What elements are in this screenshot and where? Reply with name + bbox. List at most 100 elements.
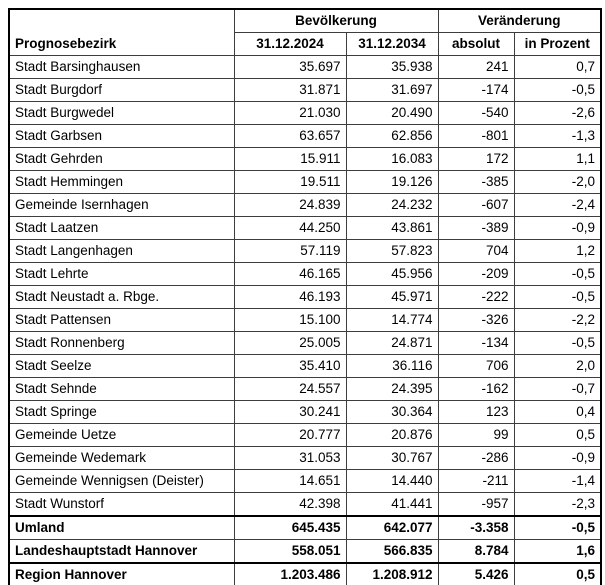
change-percent-cell: 1,1 [513, 147, 602, 171]
change-percent-cell: 0,5 [513, 562, 602, 585]
district-name-cell: Gemeinde Wennigsen (Deister) [8, 469, 235, 493]
pop-2024-cell: 21.030 [233, 101, 347, 125]
table-row: Stadt Laatzen 44.250 43.861 -389 -0,9 [8, 216, 602, 240]
change-percent-cell: -2,6 [513, 101, 602, 125]
change-absolute-cell: -162 [437, 377, 515, 401]
change-absolute-cell: 99 [437, 423, 515, 447]
district-name-cell: Stadt Barsinghausen [8, 55, 235, 79]
change-percent-cell: -2,2 [513, 308, 602, 332]
district-name-cell: Stadt Gehrden [8, 147, 235, 171]
pop-2024-cell: 44.250 [233, 216, 347, 240]
table-row: Stadt Barsinghausen 35.697 35.938 241 0,… [8, 55, 602, 79]
change-percent-cell: 2,0 [513, 354, 602, 378]
table-row: Stadt Ronnenberg 25.005 24.871 -134 -0,5 [8, 331, 602, 355]
change-absolute-cell: 172 [437, 147, 515, 171]
change-percent-cell: 0,5 [513, 423, 602, 447]
district-name-cell: Gemeinde Wedemark [8, 446, 235, 470]
pop-2024-cell: 19.511 [233, 170, 347, 194]
pop-2024-cell: 63.657 [233, 124, 347, 148]
change-absolute-cell: 706 [437, 354, 515, 378]
pop-2024-cell: 30.241 [233, 400, 347, 424]
table-header: Prognosebezirk Bevölkerung Veränderung 3… [8, 8, 602, 56]
table-row: Stadt Sehnde 24.557 24.395 -162 -0,7 [8, 377, 602, 401]
table-row: Stadt Lehrte 46.165 45.956 -209 -0,5 [8, 262, 602, 286]
table-row: Stadt Gehrden 15.911 16.083 172 1,1 [8, 147, 602, 171]
pop-2024-cell: 24.839 [233, 193, 347, 217]
pop-2024-cell: 31.053 [233, 446, 347, 470]
change-percent-cell: -2,4 [513, 193, 602, 217]
column-header-in-prozent: in Prozent [513, 32, 602, 56]
district-name-cell: Landeshauptstadt Hannover [8, 539, 235, 564]
district-name-cell: Stadt Neustadt a. Rbge. [8, 285, 235, 309]
table-body: Stadt Barsinghausen 35.697 35.938 241 0,… [8, 55, 602, 585]
group-header-bevoelkerung: Bevölkerung [233, 8, 439, 33]
table-row: Gemeinde Uetze 20.777 20.876 99 0,5 [8, 423, 602, 447]
column-header-pop-2034: 31.12.2034 [345, 32, 439, 56]
pop-2024-cell: 42.398 [233, 492, 347, 517]
pop-2024-cell: 1.203.486 [233, 562, 347, 585]
pop-2034-cell: 19.126 [345, 170, 439, 194]
pop-2034-cell: 24.871 [345, 331, 439, 355]
pop-2024-cell: 57.119 [233, 239, 347, 263]
change-percent-cell: -0,5 [513, 515, 602, 540]
pop-2034-cell: 43.861 [345, 216, 439, 240]
pop-2024-cell: 15.100 [233, 308, 347, 332]
change-absolute-cell: -211 [437, 469, 515, 493]
district-name-cell: Umland [8, 515, 235, 540]
pop-2034-cell: 14.440 [345, 469, 439, 493]
pop-2024-cell: 645.435 [233, 515, 347, 540]
district-name-cell: Stadt Laatzen [8, 216, 235, 240]
change-absolute-cell: -286 [437, 446, 515, 470]
pop-2024-cell: 20.777 [233, 423, 347, 447]
pop-2034-cell: 31.697 [345, 78, 439, 102]
change-absolute-cell: -957 [437, 492, 515, 517]
change-absolute-cell: -607 [437, 193, 515, 217]
district-name-cell: Stadt Langenhagen [8, 239, 235, 263]
table-row: Stadt Burgwedel 21.030 20.490 -540 -2,6 [8, 101, 602, 125]
pop-2034-cell: 24.232 [345, 193, 439, 217]
pop-2034-cell: 20.490 [345, 101, 439, 125]
table-row: Stadt Garbsen 63.657 62.856 -801 -1,3 [8, 124, 602, 148]
pop-2034-cell: 62.856 [345, 124, 439, 148]
summary-row-landeshauptstadt: Landeshauptstadt Hannover 558.051 566.83… [8, 539, 602, 564]
district-name-cell: Gemeinde Uetze [8, 423, 235, 447]
change-percent-cell: -0,5 [513, 262, 602, 286]
district-name-cell: Region Hannover [8, 562, 235, 585]
summary-row-region-hannover: Region Hannover 1.203.486 1.208.912 5.42… [8, 562, 602, 585]
pop-2024-cell: 31.871 [233, 78, 347, 102]
change-absolute-cell: -222 [437, 285, 515, 309]
table-row: Stadt Neustadt a. Rbge. 46.193 45.971 -2… [8, 285, 602, 309]
pop-2034-cell: 41.441 [345, 492, 439, 517]
pop-2034-cell: 24.395 [345, 377, 439, 401]
change-percent-cell: -0,5 [513, 331, 602, 355]
change-absolute-cell: -3.358 [437, 515, 515, 540]
pop-2034-cell: 30.364 [345, 400, 439, 424]
pop-2034-cell: 57.823 [345, 239, 439, 263]
pop-2024-cell: 35.410 [233, 354, 347, 378]
change-absolute-cell: 704 [437, 239, 515, 263]
change-absolute-cell: -326 [437, 308, 515, 332]
pop-2024-cell: 14.651 [233, 469, 347, 493]
column-header-pop-2024: 31.12.2024 [233, 32, 347, 56]
pop-2024-cell: 35.697 [233, 55, 347, 79]
pop-2034-cell: 30.767 [345, 446, 439, 470]
table-row: Gemeinde Isernhagen 24.839 24.232 -607 -… [8, 193, 602, 217]
change-absolute-cell: -540 [437, 101, 515, 125]
pop-2024-cell: 25.005 [233, 331, 347, 355]
column-header-row: 31.12.2024 31.12.2034 absolut in Prozent [9, 32, 602, 56]
change-percent-cell: -1,4 [513, 469, 602, 493]
district-name-cell: Stadt Seelze [8, 354, 235, 378]
table-row: Stadt Pattensen 15.100 14.774 -326 -2,2 [8, 308, 602, 332]
pop-2034-cell: 1.208.912 [345, 562, 439, 585]
group-header-veraenderung: Veränderung [437, 8, 602, 33]
change-percent-cell: 0,4 [513, 400, 602, 424]
change-percent-cell: -0,9 [513, 216, 602, 240]
change-absolute-cell: 123 [437, 400, 515, 424]
pop-2024-cell: 558.051 [233, 539, 347, 564]
table-row: Stadt Wunstorf 42.398 41.441 -957 -2,3 [8, 492, 602, 517]
change-absolute-cell: -209 [437, 262, 515, 286]
change-absolute-cell: 241 [437, 55, 515, 79]
table-row: Stadt Burgdorf 31.871 31.697 -174 -0,5 [8, 78, 602, 102]
pop-2034-cell: 36.116 [345, 354, 439, 378]
table-row: Gemeinde Wedemark 31.053 30.767 -286 -0,… [8, 446, 602, 470]
